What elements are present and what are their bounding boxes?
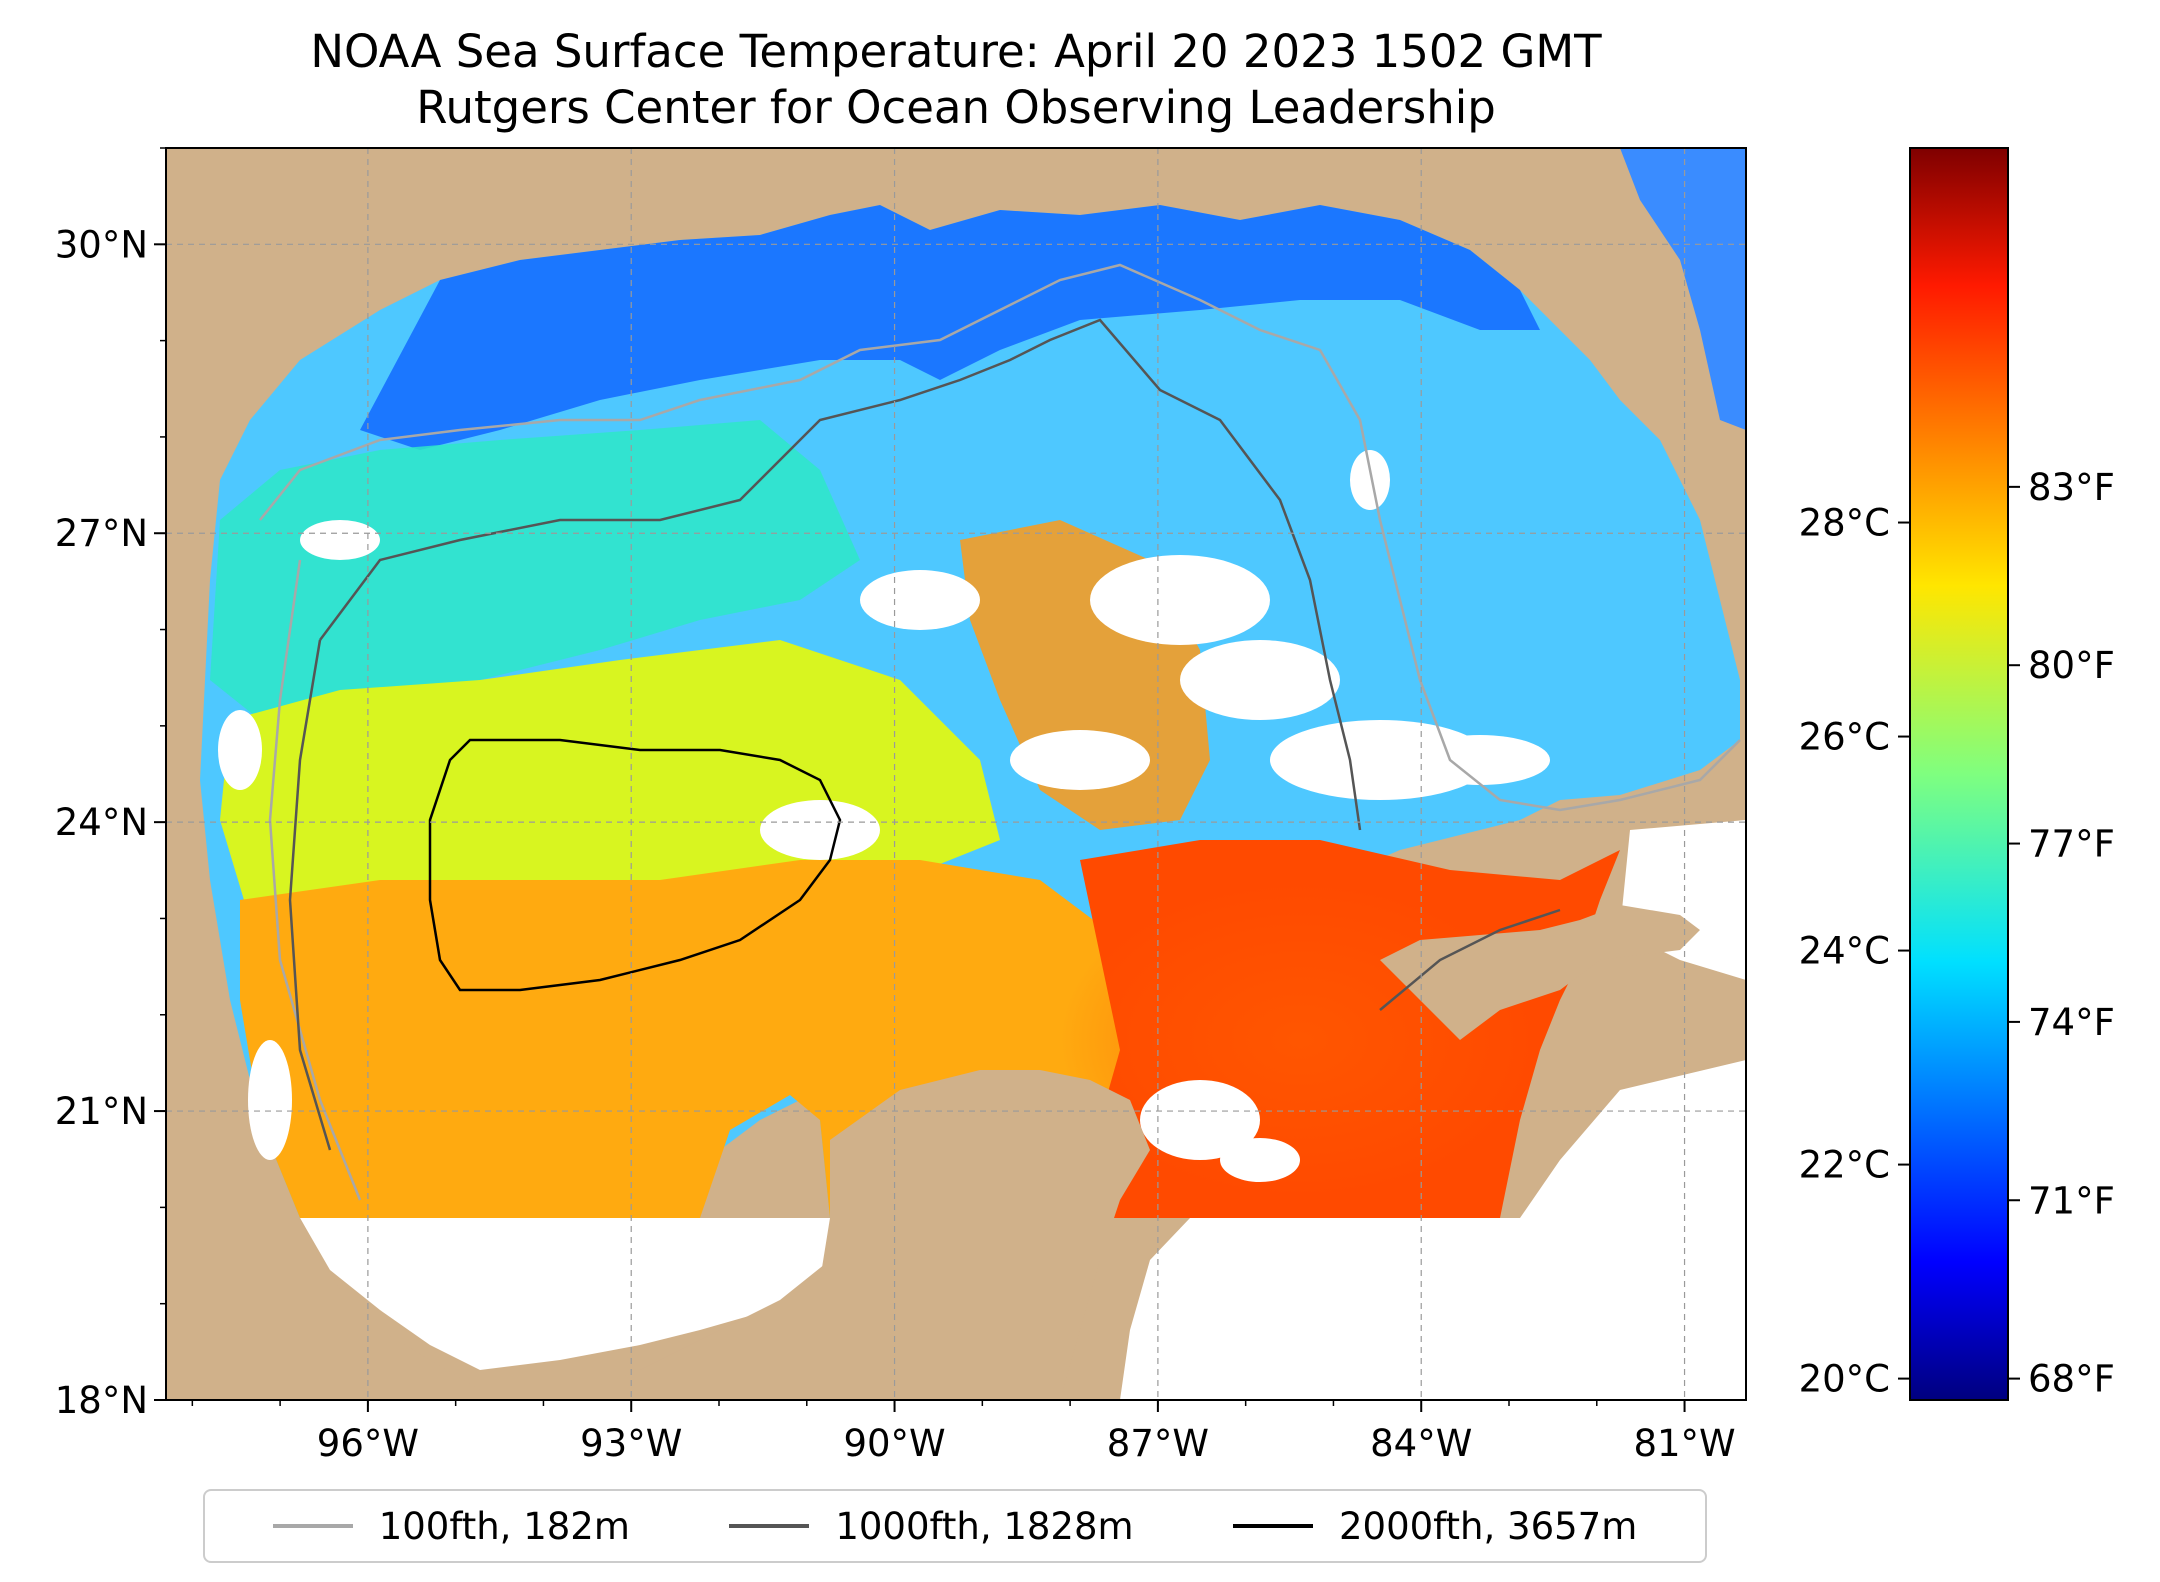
- legend-label-100fth: 100fth, 182m: [378, 1504, 630, 1548]
- lon-tick-label: 90°W: [843, 1422, 945, 1465]
- no-data-caribbean: [1120, 1060, 1746, 1400]
- cloud-gaps: [218, 450, 1550, 1182]
- lat-tick-label: 18°N: [55, 1379, 148, 1422]
- celsius-tick-label: 20°C: [1799, 1358, 1890, 1401]
- legend-item-1000fth: 1000fth, 1828m: [729, 1504, 1134, 1548]
- map-title-line1: NOAA Sea Surface Temperature: April 20 2…: [310, 25, 1602, 78]
- bathymetry-contours: [259, 263, 1741, 1201]
- celsius-tick-label: 24°C: [1799, 930, 1890, 973]
- no-data-bay-of-campeche: [300, 1218, 830, 1370]
- celsius-tick-label: 26°C: [1799, 716, 1890, 759]
- contour-legend: 100fth, 182m 1000fth, 1828m 2000fth, 365…: [203, 1489, 1707, 1563]
- fahrenheit-tick-label: 83°F: [2028, 466, 2115, 509]
- colorbar: [1909, 147, 2009, 1401]
- lon-tick-label: 84°W: [1370, 1422, 1472, 1465]
- yucatan-peninsula: [830, 1070, 1150, 1400]
- lat-tick-label: 21°N: [55, 1090, 148, 1133]
- legend-item-100fth: 100fth, 182m: [272, 1504, 630, 1548]
- lon-tick-label: 81°W: [1633, 1422, 1735, 1465]
- lat-tick-label: 30°N: [55, 223, 148, 266]
- lon-tick-label: 93°W: [580, 1422, 682, 1465]
- map-canvas: [166, 148, 1746, 1400]
- fahrenheit-tick-label: 74°F: [2028, 1001, 2115, 1044]
- atlantic-coastal-water: [1620, 148, 1746, 430]
- legend-label-1000fth: 1000fth, 1828m: [835, 1504, 1134, 1548]
- legend-item-2000fth: 2000fth, 3657m: [1233, 1505, 1637, 1548]
- colorbar-ticks: 20°C 22°C 24°C 26°C 28°C 68°F 71°F 74°F 77°F 80°F…: [1799, 466, 2115, 1401]
- celsius-tick-label: 22°C: [1799, 1144, 1890, 1187]
- celsius-tick-label: 28°C: [1799, 502, 1890, 545]
- legend-line-100fth: [272, 1524, 353, 1528]
- tabasco-landmass: [560, 1260, 830, 1400]
- lon-tick-label: 96°W: [317, 1422, 419, 1465]
- lon-tick-label: 87°W: [1107, 1422, 1209, 1465]
- fahrenheit-tick-label: 71°F: [2028, 1179, 2115, 1222]
- map-axis-ticks: 96°W 93°W 90°W 87°W 84°W 81°W 30°N 27°N 24°N 21°N…: [55, 147, 1736, 1465]
- legend-line-2000fth: [1233, 1524, 1314, 1528]
- mexico-landmass: [166, 1218, 480, 1400]
- lat-tick-label: 24°N: [55, 801, 148, 844]
- map-title-line2: Rutgers Center for Ocean Observing Leade…: [416, 81, 1496, 134]
- cold-shelf-water: [360, 205, 1540, 450]
- fahrenheit-tick-label: 77°F: [2028, 823, 2115, 866]
- map-frame: [165, 147, 1747, 1401]
- lat-tick-label: 27°N: [55, 512, 148, 555]
- cuba-landmass: [1380, 905, 1700, 1040]
- fahrenheit-tick-label: 80°F: [2028, 644, 2115, 687]
- legend-line-1000fth: [729, 1524, 810, 1528]
- cool-water-band: [210, 420, 860, 720]
- legend-label-2000fth: 2000fth, 3657m: [1339, 1504, 1638, 1548]
- fahrenheit-tick-label: 68°F: [2028, 1358, 2115, 1401]
